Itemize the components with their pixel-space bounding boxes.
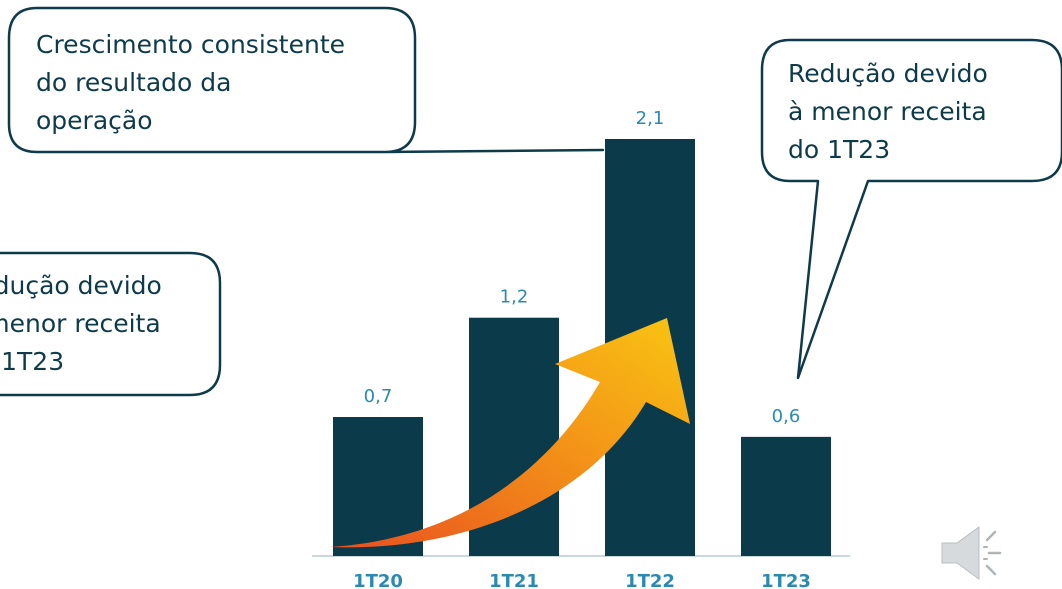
bar-1T23	[741, 436, 831, 556]
callout-reduction-right-line-2: à menor receita	[788, 97, 987, 126]
callout-reduction-left-line-2: à menor receita	[0, 309, 161, 338]
callout-growth-text: Crescimento consistente do resultado da …	[36, 26, 345, 140]
data-label-1T20: 0,7	[364, 386, 393, 407]
tick-label-1T20: 1T20	[353, 571, 403, 589]
callout-bubble-reduction-left	[0, 251, 222, 397]
tick-label-1T22: 1T22	[625, 571, 675, 589]
callout-reduction-right-line-1: Redução devido	[788, 59, 988, 88]
callout-reduction-right-text: Redução devido à menor receita do 1T23	[788, 55, 988, 169]
callout-reduction-left-text: Redução devido à menor receita do 1T23	[0, 267, 205, 381]
data-label-1T21: 1,2	[500, 287, 529, 308]
callout-growth-line-1: Crescimento consistente	[36, 30, 345, 59]
data-label-1T22: 2,1	[636, 108, 665, 129]
callout-reduction-left-line-3: do 1T23	[0, 347, 65, 376]
callout-growth-line-3: operação	[36, 106, 153, 135]
callout-reduction-right-line-3: do 1T23	[788, 135, 891, 164]
tick-label-1T23: 1T23	[761, 571, 811, 589]
callout-growth-line-2: do resultado da	[36, 68, 232, 97]
callout-bubble-growth	[7, 6, 605, 154]
callout-reduction-left-line-1: Redução devido	[0, 271, 162, 300]
tick-label-1T21: 1T21	[489, 571, 539, 589]
bar-1T20	[333, 417, 423, 556]
data-label-1T23: 0,6	[772, 406, 801, 427]
callout-bubble-reduction-right	[760, 38, 1062, 380]
speaker-icon[interactable]	[941, 526, 1002, 580]
growth-arrow	[330, 318, 690, 548]
